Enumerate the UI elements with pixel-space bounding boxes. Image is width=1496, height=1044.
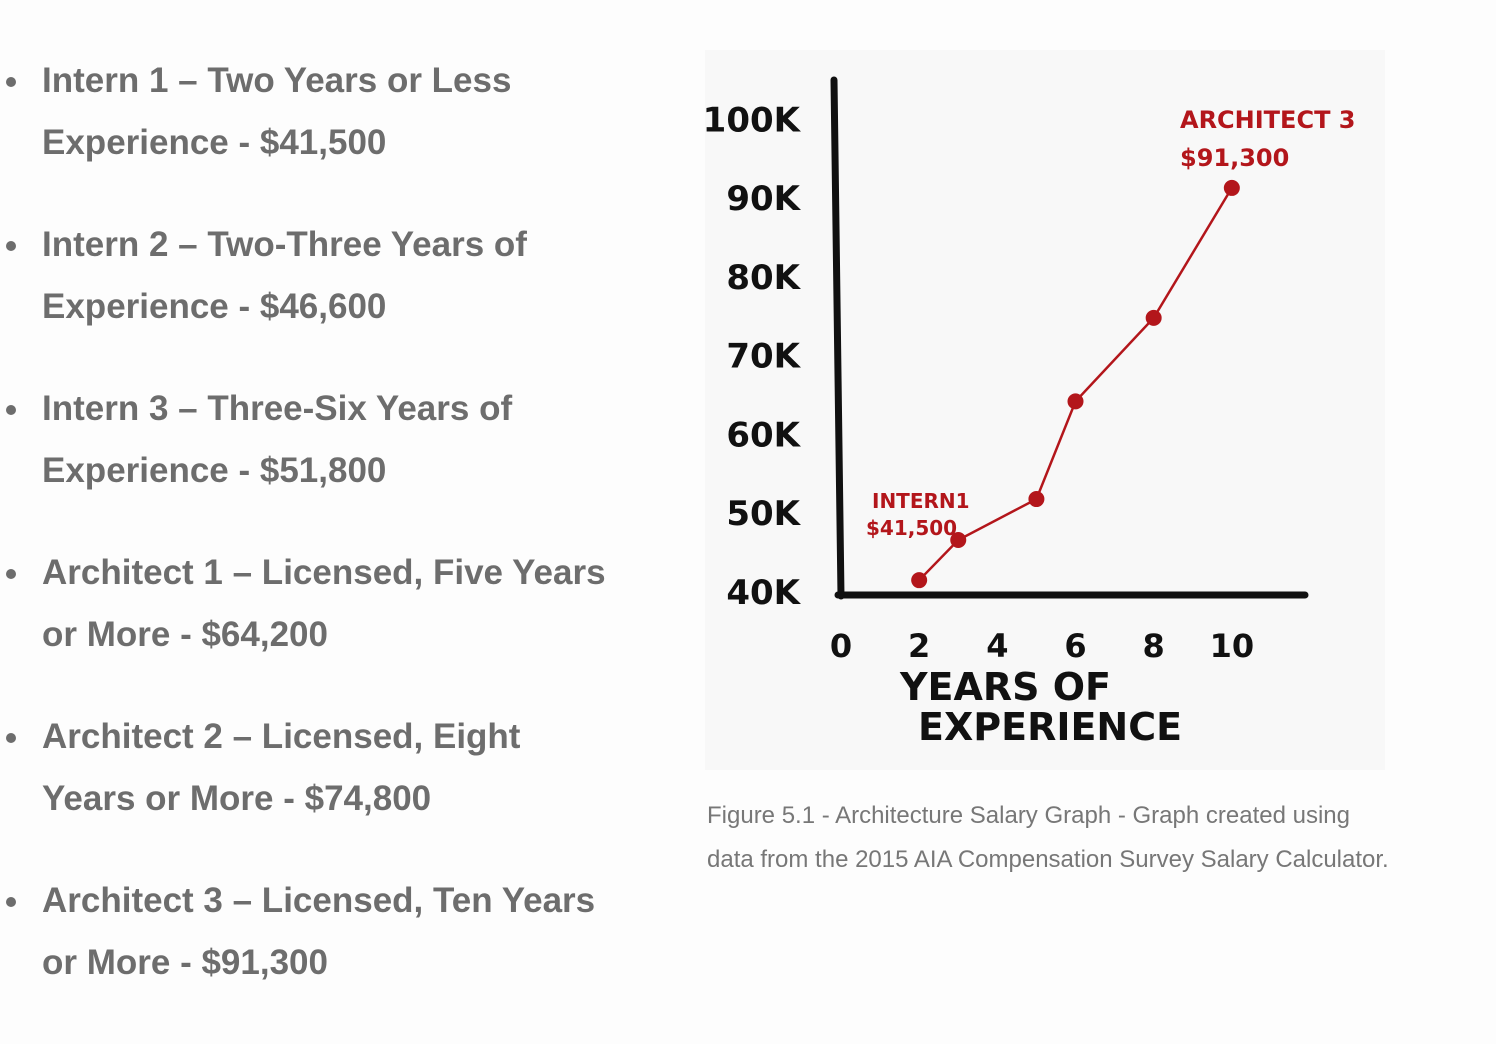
x-tick-label: 0 <box>830 627 852 665</box>
list-item: Architect 2 – Licensed, Eight Years or M… <box>6 706 612 830</box>
y-tick-label: 70K <box>726 337 801 377</box>
y-tick-label: 60K <box>726 415 801 455</box>
list-item: Architect 1 – Licensed, Five Years or Mo… <box>6 542 612 666</box>
annotation: INTERN1 <box>872 489 970 513</box>
x-tick-label: 4 <box>986 627 1008 665</box>
point <box>1028 491 1045 508</box>
x-tick-label: 10 <box>1210 627 1255 665</box>
salary-list: Intern 1 – Two Years or Less Experience … <box>0 50 612 1034</box>
x-tick-label: 8 <box>1143 627 1165 665</box>
x-axis-label: EXPERIENCE <box>918 705 1182 749</box>
annotation: $91,300 <box>1180 144 1289 172</box>
point <box>911 572 928 589</box>
y-tick-label: 100K <box>703 100 802 140</box>
x-tick-label: 6 <box>1064 627 1086 665</box>
y-tick-label: 90K <box>726 179 801 219</box>
x-axis-label: YEARS OF <box>899 665 1111 709</box>
list-item: Architect 3 – Licensed, Ten Years or Mor… <box>6 870 612 994</box>
list-item: Intern 1 – Two Years or Less Experience … <box>6 50 612 174</box>
annotation: $41,500 <box>866 516 957 540</box>
point <box>1145 309 1162 326</box>
point <box>1067 393 1084 410</box>
point <box>1223 179 1240 196</box>
line <box>918 187 1233 582</box>
point <box>950 532 967 549</box>
annotation: ARCHITECT 3 <box>1180 106 1356 134</box>
y-tick-label: 80K <box>726 258 801 298</box>
figure-panel <box>705 50 1385 770</box>
y-tick-label: 50K <box>726 494 801 534</box>
list-item: Intern 2 – Two-Three Years of Experience… <box>6 214 612 338</box>
list-item: Intern 3 – Three-Six Years of Experience… <box>6 378 612 502</box>
y-tick-label: 40K <box>726 573 801 613</box>
y-axis <box>830 76 845 600</box>
x-tick-label: 2 <box>908 627 930 665</box>
figure-caption: Figure 5.1 - Architecture Salary Graph -… <box>707 802 1389 873</box>
